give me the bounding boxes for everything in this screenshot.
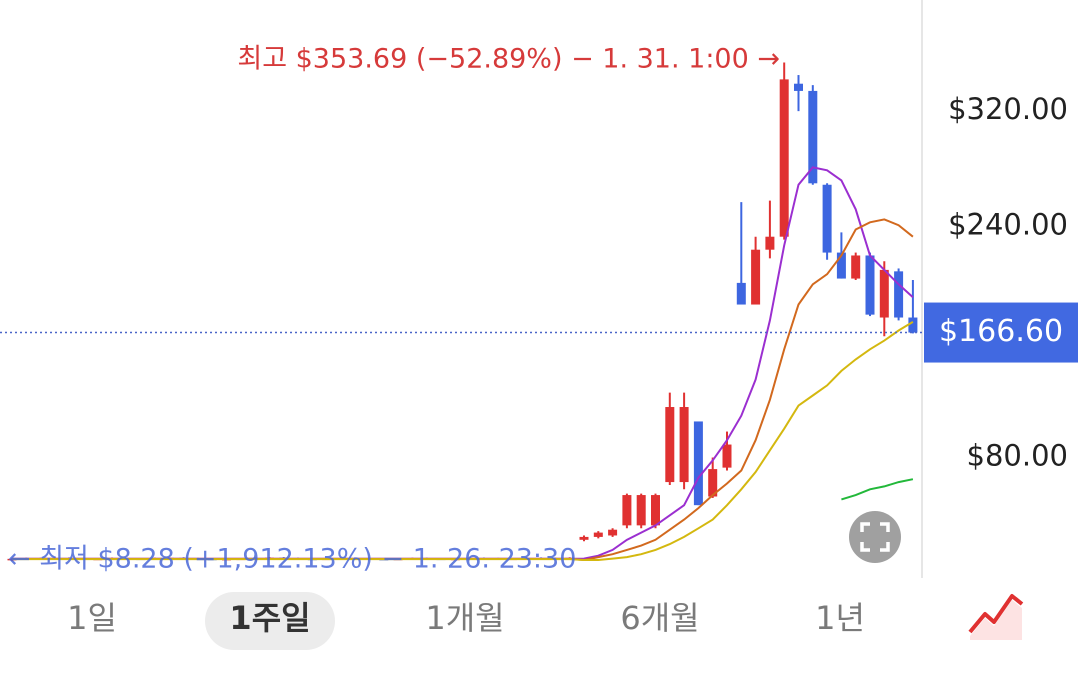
y-tick-label: $320.00 xyxy=(948,92,1068,126)
candle-body xyxy=(894,271,904,318)
period-tab[interactable]: 1년 xyxy=(815,599,865,637)
period-tab[interactable]: 6개월 xyxy=(620,599,699,637)
moving-average-line xyxy=(12,218,914,562)
candle-body xyxy=(651,495,660,526)
tab-selected-bg xyxy=(205,592,335,650)
candle-body xyxy=(779,79,789,237)
price-tag-bg xyxy=(924,302,1078,363)
candle-body xyxy=(579,536,589,540)
candle-body xyxy=(622,495,632,526)
fullscreen-button[interactable] xyxy=(849,511,901,563)
candle-body xyxy=(822,184,832,253)
moving-average-line xyxy=(12,166,914,560)
period-tab[interactable]: 1일 xyxy=(67,599,117,637)
period-tab[interactable]: 1주일 xyxy=(229,599,310,637)
icon-area xyxy=(970,600,1022,640)
y-tick-label: $80.00 xyxy=(967,439,1068,473)
candle-body xyxy=(879,269,889,318)
candle-body xyxy=(836,252,846,279)
candle-body xyxy=(665,407,675,483)
candle-body xyxy=(693,421,703,506)
fullscreen-bg xyxy=(849,511,901,563)
candle-body xyxy=(636,495,646,526)
y-tick-label: $240.00 xyxy=(948,208,1068,242)
period-tab[interactable]: 1개월 xyxy=(425,599,504,637)
candle-body xyxy=(593,532,603,537)
icon-line xyxy=(968,594,1024,634)
candle-body xyxy=(708,469,718,497)
tabs: 1일 1주일 1개월 6개월 1년 xyxy=(67,599,865,637)
price-tag: $166.60 xyxy=(939,314,1063,349)
candle-body xyxy=(908,317,918,333)
candle-body xyxy=(808,90,818,184)
candle-body xyxy=(865,255,875,315)
candle-body xyxy=(679,407,689,483)
moving-average-line xyxy=(12,321,914,561)
low-annotation: ← 최저 $8.28 (+1,912.13%) − 1. 26. 23:30 xyxy=(8,544,576,575)
candle-body xyxy=(751,249,761,305)
candle-body xyxy=(851,255,861,279)
candle-body xyxy=(722,444,732,468)
candle-body xyxy=(736,282,746,305)
candle-body xyxy=(608,529,618,536)
candle-body xyxy=(794,83,803,91)
candle-body xyxy=(765,236,775,250)
high-annotation: 최고 $353.69 (−52.89%) − 1. 31. 1:00 → xyxy=(237,44,780,75)
fullscreen-icon xyxy=(860,522,890,552)
plot xyxy=(7,62,918,562)
moving-average-line xyxy=(841,478,914,501)
chart-type-icon[interactable] xyxy=(968,594,1024,640)
